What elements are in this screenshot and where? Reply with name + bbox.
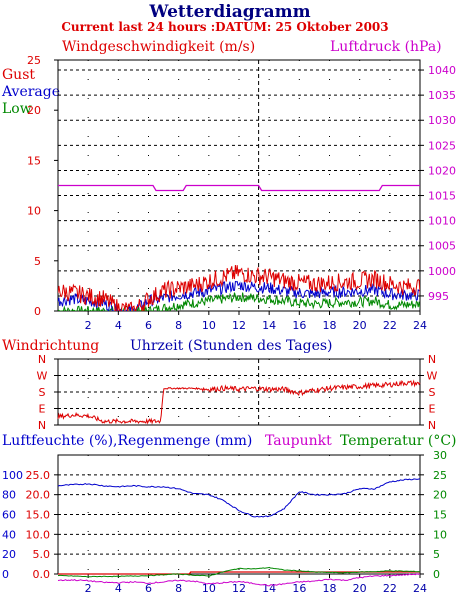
pressure-tick-label: 1040: [428, 64, 456, 77]
bottom-x-tick-label: 2: [85, 582, 92, 595]
temperature-tick-label: 25: [433, 469, 447, 482]
temperature-tick-label: 10: [433, 528, 447, 541]
bottom-x-tick-label: 12: [232, 582, 246, 595]
x-tick-label: 22: [383, 319, 397, 332]
temperature-label: Temperatur (°C): [340, 433, 457, 449]
humidity-rain-label: Luftfeuchte (%),Regenmenge (mm): [2, 433, 252, 449]
direction-right-tick-label: E: [429, 403, 436, 416]
x-tick-label: 16: [292, 319, 306, 332]
x-axis-label: Uhrzeit (Stunden des Tages): [130, 338, 333, 354]
x-tick-label: 4: [115, 319, 122, 332]
bottom-x-tick-label: 14: [262, 582, 276, 595]
direction-left-tick-label: N: [38, 419, 46, 432]
wind-pressure-panel: 0510152025995100010051010101510201025103…: [27, 54, 456, 332]
pressure-tick-label: 1010: [428, 215, 456, 228]
bottom-x-tick-label: 8: [175, 582, 182, 595]
dewpoint-label: Taupunkt: [265, 433, 332, 449]
average-line: [58, 279, 420, 311]
bottom-x-tick-label: 20: [353, 582, 367, 595]
pressure-axis-label: Luftdruck (hPa): [330, 39, 442, 55]
x-tick-label: 2: [85, 319, 92, 332]
wind-speed-axis-label: Windgeschwindigkeit (m/s): [62, 39, 255, 55]
legend-low: Low: [2, 101, 32, 117]
rain-tick-label: 20.0: [26, 489, 51, 502]
wind-direction-label: Windrichtung: [2, 338, 99, 354]
direction-right-tick-label: W: [427, 370, 438, 383]
bottom-x-tick-label: 22: [383, 582, 397, 595]
pressure-tick-label: 1025: [428, 139, 456, 152]
bottom-x-tick-label: 18: [323, 582, 337, 595]
legend-average: Average: [1, 84, 60, 100]
pressure-line: [58, 184, 420, 192]
rain-tick-label: 10.0: [26, 528, 51, 541]
temperature-tick-label: 20: [433, 489, 447, 502]
bottom-x-tick-label: 16: [292, 582, 306, 595]
rain-line: [58, 571, 420, 575]
direction-left-tick-label: N: [38, 353, 46, 366]
legend-gust: Gust: [2, 67, 35, 83]
bottom-x-tick-label: 6: [145, 582, 152, 595]
wind-y-tick-label: 10: [27, 205, 41, 218]
pressure-tick-label: 995: [428, 290, 449, 303]
pressure-tick-label: 1035: [428, 89, 456, 102]
page-subtitle: Current last 24 hours :DATUM: 25 Oktober…: [61, 20, 388, 34]
rain-tick-label: 25.0: [26, 469, 51, 482]
direction-right-tick-label: S: [429, 386, 436, 399]
direction-left-tick-label: W: [37, 370, 48, 383]
humidity-line: [57, 478, 421, 518]
temperature-tick-label: 30: [433, 449, 447, 462]
direction-left-tick-label: E: [39, 403, 46, 416]
humidity-tick-label: 20: [2, 548, 16, 561]
wind-y-tick-label: 5: [34, 255, 41, 268]
rain-tick-label: 0.0: [33, 568, 51, 581]
x-tick-label: 24: [413, 319, 427, 332]
x-tick-label: 8: [175, 319, 182, 332]
x-tick-label: 14: [262, 319, 276, 332]
humidity-tick-label: 80: [2, 489, 16, 502]
pressure-tick-label: 1020: [428, 164, 456, 177]
x-tick-label: 6: [145, 319, 152, 332]
humidity-tick-label: 60: [2, 509, 16, 522]
bottom-x-tick-label: 10: [202, 582, 216, 595]
humidity-tick-label: 100: [2, 469, 23, 482]
temperature-tick-label: 0: [433, 568, 440, 581]
dewpoint-line: [57, 573, 421, 587]
temperature-tick-label: 15: [433, 509, 447, 522]
wind-y-tick-label: 15: [27, 154, 41, 167]
pressure-tick-label: 1005: [428, 240, 456, 253]
gust-line: [58, 264, 420, 311]
humidity-tick-label: 0: [2, 568, 9, 581]
wind-direction-line: [57, 379, 421, 425]
rain-tick-label: 15.0: [26, 509, 51, 522]
wind-y-tick-label: 0: [34, 305, 41, 318]
wind-direction-panel: N NW WS SE EN N: [37, 353, 438, 432]
direction-left-tick-label: S: [39, 386, 46, 399]
rain-tick-label: 5.0: [33, 548, 51, 561]
temperature-line: [57, 566, 421, 578]
x-tick-label: 10: [202, 319, 216, 332]
x-tick-label: 18: [323, 319, 337, 332]
pressure-tick-label: 1030: [428, 114, 456, 127]
low-line: [58, 292, 420, 311]
page-title: Wetterdiagramm: [148, 2, 310, 22]
x-tick-label: 12: [232, 319, 246, 332]
humidity-tick-label: 40: [2, 528, 16, 541]
wind-y-tick-label: 20: [27, 104, 41, 117]
wind-y-tick-label: 25: [27, 54, 41, 67]
direction-right-tick-label: N: [428, 353, 436, 366]
bottom-x-tick-label: 24: [413, 582, 427, 595]
direction-right-tick-label: N: [428, 419, 436, 432]
temperature-tick-label: 5: [433, 548, 440, 561]
bottom-x-tick-label: 4: [115, 582, 122, 595]
pressure-tick-label: 1000: [428, 265, 456, 278]
pressure-tick-label: 1015: [428, 190, 456, 203]
x-tick-label: 20: [353, 319, 367, 332]
